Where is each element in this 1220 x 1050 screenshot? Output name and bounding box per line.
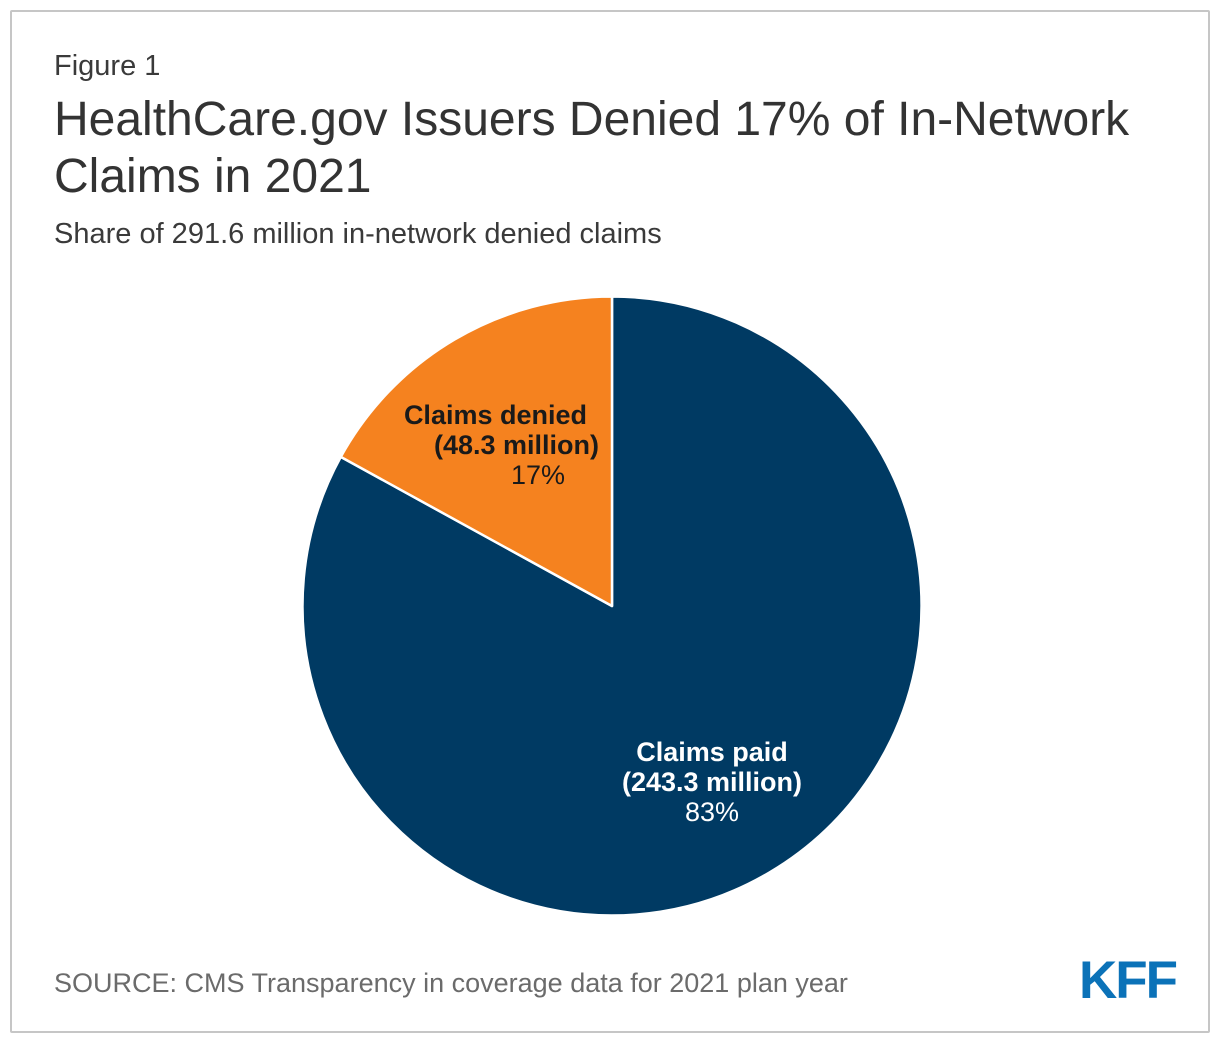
claims-paid-percent: 83% [684, 797, 740, 827]
pie-label-claims-paid: Claims paid (243.3 million) 83% [592, 737, 832, 827]
claims-paid-value: (243.3 million) [621, 767, 803, 797]
pie-chart: Claims denied (48.3 million) 17% Claims … [301, 295, 923, 917]
pie-slice-claims-denied [339, 295, 614, 608]
figure-title: HealthCare.gov Issuers Denied 17% of In-… [54, 91, 1129, 205]
figure-subtitle: Share of 291.6 million in-network denied… [54, 218, 662, 250]
figure-title-line-1: HealthCare.gov Issuers Denied 17% of In-… [54, 93, 1130, 146]
claims-denied-percent: 17% [510, 460, 565, 490]
source-note: SOURCE: CMS Transparency in coverage dat… [54, 968, 848, 998]
claims-denied-label: Claims denied [403, 400, 587, 430]
figure-number-label: Figure 1 [54, 50, 161, 82]
pie-svg [301, 295, 923, 917]
kff-logo: KFF [1078, 951, 1178, 1010]
pie-label-claims-denied: Claims denied (48.3 million) 17% [404, 400, 599, 490]
figure-title-line-2: Claims in 2021 [54, 150, 372, 203]
claims-denied-value: (48.3 million) [433, 430, 599, 460]
claims-paid-label: Claims paid [636, 737, 788, 767]
figure-card: Figure 1 HealthCare.gov Issuers Denied 1… [10, 10, 1210, 1033]
